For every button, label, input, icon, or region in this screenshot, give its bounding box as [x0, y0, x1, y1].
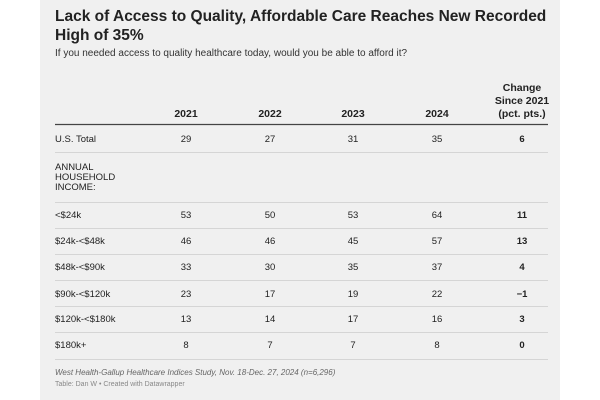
table-cell: 37 [432, 262, 443, 273]
row-label: $90k-<$120k [55, 289, 110, 300]
table-cell: 14 [265, 314, 276, 325]
table-cell: 46 [265, 236, 276, 247]
table-cell: 23 [181, 289, 192, 300]
credit-line: Table: Dan W • Created with Datawrapper [55, 381, 185, 388]
source-note: West Health-Gallup Healthcare Indices St… [55, 368, 336, 377]
change-cell: 4 [519, 262, 525, 273]
change-column-header: (pct. pts.) [498, 108, 545, 120]
table-cell: 16 [432, 314, 443, 325]
table-cell: 27 [265, 134, 276, 145]
change-cell: 11 [517, 210, 528, 221]
table-cell: 35 [348, 262, 359, 273]
table-cell: 35 [432, 134, 443, 145]
row-label: INCOME: [55, 182, 96, 193]
table-cell: 64 [432, 210, 443, 221]
table-cell: 7 [267, 340, 272, 351]
table-cell: 17 [265, 289, 276, 300]
table-cell: 29 [181, 134, 192, 145]
table-cell: 17 [348, 314, 359, 325]
column-header: 2024 [425, 108, 449, 120]
row-label: $48k-<$90k [55, 262, 105, 273]
table-cell: 19 [348, 289, 359, 300]
table-cell: 7 [350, 340, 355, 351]
table-cell: 46 [181, 236, 192, 247]
table-card: Lack of Access to Quality, Affordable Ca… [40, 0, 560, 400]
row-label: $120k-<$180k [55, 314, 116, 325]
row-label: $24k-<$48k [55, 236, 105, 247]
table-cell: 50 [265, 210, 276, 221]
table-cell: 13 [181, 314, 192, 325]
change-cell: −1 [517, 289, 529, 300]
table-cell: 45 [348, 236, 359, 247]
page-title: Lack of Access to Quality, Affordable Ca… [55, 8, 547, 44]
column-header: 2022 [258, 108, 282, 120]
change-cell: 3 [519, 314, 524, 325]
change-cell: 13 [517, 236, 528, 247]
table-cell: 57 [432, 236, 443, 247]
row-label: ANNUAL [55, 162, 94, 173]
row-label: U.S. Total [55, 134, 96, 145]
table-cell: 8 [434, 340, 439, 351]
table-cell: 33 [181, 262, 192, 273]
row-label: $180k+ [55, 340, 87, 351]
row-label: <$24k [55, 210, 81, 221]
change-cell: 6 [519, 134, 524, 145]
table-cell: 30 [265, 262, 276, 273]
change-column-header: Change [503, 82, 542, 94]
change-column-header: Since 2021 [495, 95, 549, 107]
change-cell: 0 [519, 340, 524, 351]
table-cell: 53 [348, 210, 359, 221]
column-header: 2021 [174, 108, 198, 120]
row-label: HOUSEHOLD [55, 172, 115, 183]
table-cell: 53 [181, 210, 192, 221]
table-cell: 22 [432, 289, 443, 300]
table-cell: 8 [183, 340, 188, 351]
subtitle: If you needed access to quality healthca… [55, 48, 408, 59]
table-cell: 31 [348, 134, 359, 145]
column-header: 2023 [341, 108, 365, 120]
